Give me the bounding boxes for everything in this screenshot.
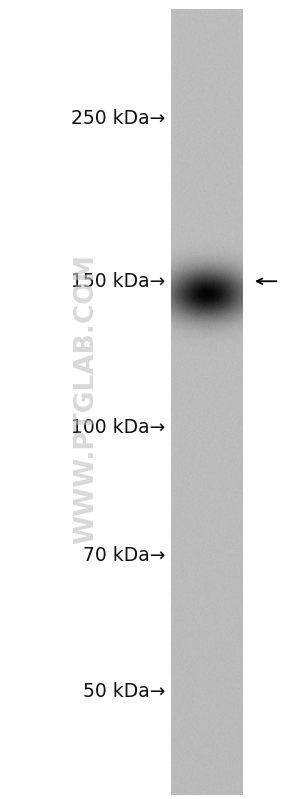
Text: 100 kDa→: 100 kDa→ bbox=[71, 418, 166, 437]
Text: 50 kDa→: 50 kDa→ bbox=[83, 682, 166, 701]
Text: 250 kDa→: 250 kDa→ bbox=[71, 109, 166, 128]
Text: WWW.PTGLAB.COM: WWW.PTGLAB.COM bbox=[73, 255, 99, 544]
Text: 150 kDa→: 150 kDa→ bbox=[71, 272, 166, 291]
Text: 70 kDa→: 70 kDa→ bbox=[83, 546, 166, 565]
